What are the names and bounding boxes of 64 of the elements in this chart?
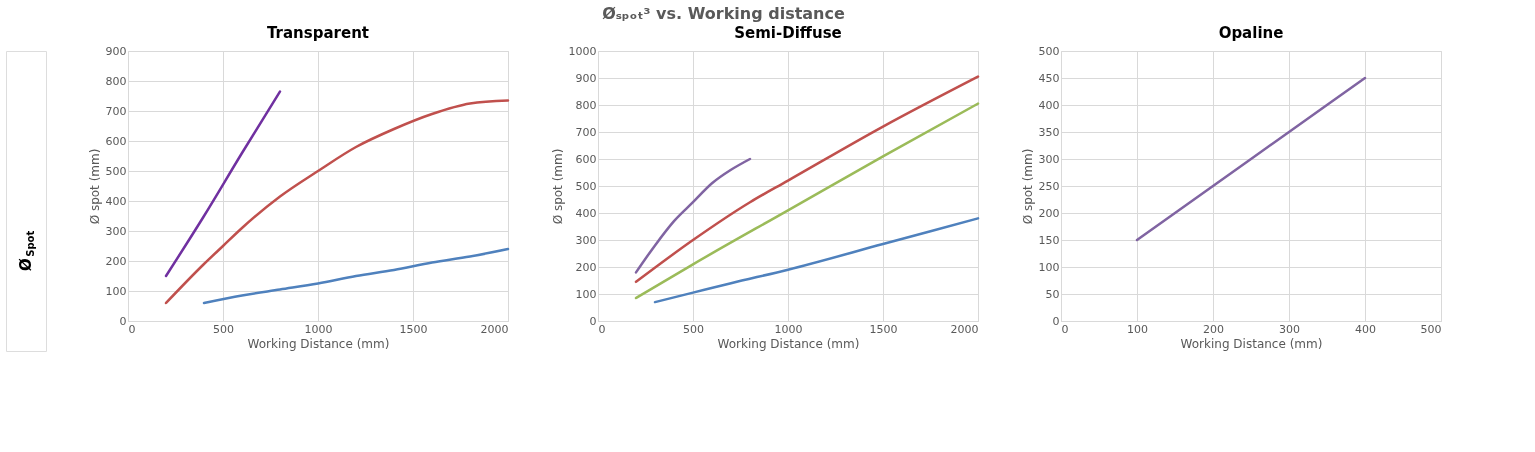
chart-title: Semi-Diffuse [734, 24, 842, 42]
x-tick-label: 1500 [399, 322, 428, 336]
y-tick-label: 200 [1038, 206, 1060, 220]
line-series [164, 90, 282, 278]
x-tick-label: 300 [1279, 322, 1300, 336]
text: ØSpot [17, 230, 36, 271]
y-tick-label: 900 [105, 44, 127, 58]
y-tick-label: 800 [105, 74, 127, 88]
line-series [634, 102, 980, 300]
x-tick-label: 200 [1203, 322, 1224, 336]
line-series [202, 247, 510, 305]
y-tick-label: 400 [105, 194, 127, 208]
x-tick-label: 0 [598, 322, 606, 336]
x-tick-label: 1000 [774, 322, 803, 336]
y-tick-label: 50 [1045, 287, 1060, 301]
x-tick-label: 0 [1061, 322, 1069, 336]
y-axis-title: Ø spot (mm) [1020, 148, 1035, 225]
y-tick-label: 100 [105, 284, 127, 298]
y-tick-label: 200 [575, 260, 597, 274]
y-tick-label: 300 [105, 224, 127, 238]
y-tick-label: 500 [1038, 44, 1060, 58]
y-tick-label: 600 [575, 152, 597, 166]
y-tick-label: 500 [105, 164, 127, 178]
y-tick-label: 300 [1038, 152, 1060, 166]
y-tick-label: 600 [105, 134, 127, 148]
y-tick-label: 500 [575, 179, 597, 193]
y-tick-label: 100 [1038, 260, 1060, 274]
x-tick-label: 2000 [950, 322, 979, 336]
y-tick-label: 400 [1038, 98, 1060, 112]
y-tick-label: 700 [575, 125, 597, 139]
x-axis-title: Working Distance (mm) [717, 336, 860, 351]
x-tick-label: 1500 [869, 322, 898, 336]
y-tick-label: 250 [1038, 179, 1060, 193]
line-series [653, 217, 980, 304]
x-axis-title: Working Distance (mm) [247, 336, 390, 351]
chart-title: Opaline [1218, 24, 1284, 42]
chart-title: Transparent [267, 24, 369, 42]
x-tick-label: 400 [1355, 322, 1376, 336]
x-tick-label: 2000 [480, 322, 509, 336]
x-tick-label: 0 [128, 322, 136, 336]
y-tick-label: 700 [105, 104, 127, 118]
y-axis-title: Ø spot (mm) [550, 148, 565, 225]
y-tick-label: 350 [1038, 125, 1060, 139]
y-tick-label: 100 [575, 287, 597, 301]
x-tick-label: 500 [1420, 322, 1442, 336]
y-axis-title: Ø spot (mm) [87, 148, 102, 225]
x-tick-label: 500 [683, 322, 704, 336]
x-axis-title: Working Distance (mm) [1180, 336, 1323, 351]
y-tick-label: 300 [575, 233, 597, 247]
y-tick-label: 200 [105, 254, 127, 268]
y-tick-label: 1000 [568, 44, 597, 58]
y-tick-label: 150 [1038, 233, 1060, 247]
y-tick-label: 900 [575, 71, 597, 85]
line-series [1135, 76, 1367, 242]
x-tick-label: 1000 [304, 322, 333, 336]
x-tick-label: 100 [1127, 322, 1148, 336]
line-series [164, 99, 510, 305]
text: Øₛₚₒₜ³ vs. Working distance [602, 3, 845, 23]
line-series [634, 75, 980, 284]
y-tick-label: 450 [1038, 71, 1060, 85]
x-tick-label: 500 [213, 322, 234, 336]
y-tick-label: 800 [575, 98, 597, 112]
line-series [634, 157, 752, 274]
y-tick-label: 400 [575, 206, 597, 220]
